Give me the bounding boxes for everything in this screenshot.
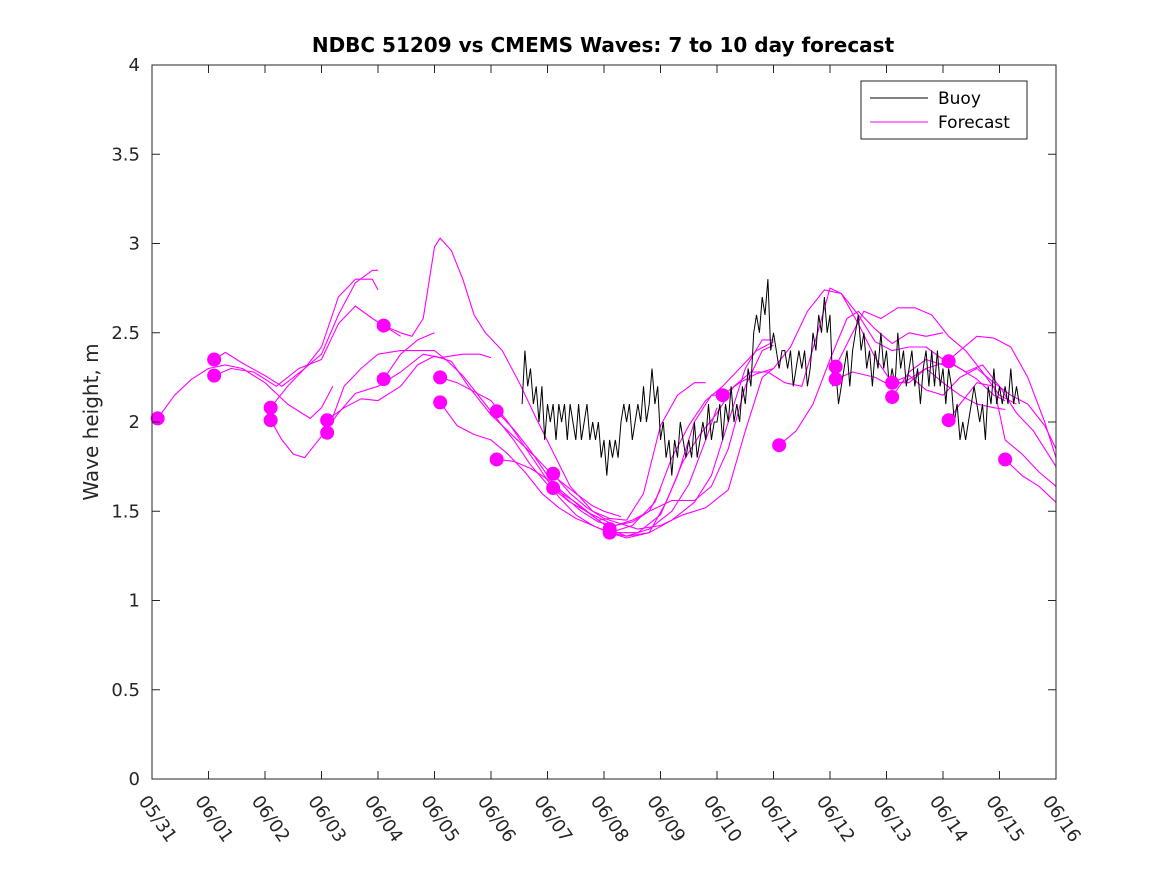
x-tick-label: 05/31 [134,792,181,847]
y-tick-label: 1.5 [111,501,140,522]
forecast-series-line [609,341,774,534]
x-tick-label: 06/13 [868,792,915,847]
forecast-start-marker [828,359,843,374]
legend-label-forecast: Forecast [938,113,1010,133]
forecast-series-line [891,335,1057,458]
x-tick-label: 06/07 [529,792,576,847]
plot-area [150,64,1057,780]
forecast-series-line [439,339,774,539]
y-tick-label: 3.5 [111,144,140,165]
forecast-series-line [1004,459,1057,503]
forecast-start-marker [433,395,448,410]
forecast-start-marker [320,425,335,440]
x-tick-label: 06/04 [360,792,407,847]
y-tick-label: 0 [129,769,140,790]
forecast-start-marker [376,318,391,333]
y-axis: 0 0.5 1 1.5 2 2.5 3 3.5 4 [111,55,1056,790]
chart-title: NDBC 51209 vs CMEMS Waves: 7 to 10 day f… [312,33,895,57]
x-tick-label: 06/05 [416,792,463,847]
forecast-start-marker [489,404,504,419]
x-tick-label: 06/08 [586,792,633,847]
x-tick-label: 06/14 [925,792,972,847]
x-tick-label: 06/15 [981,792,1028,847]
forecast-series-line [383,237,706,521]
forecast-series-line [157,364,334,419]
forecast-start-marker [885,390,900,405]
forecast-start-marker [207,368,222,383]
forecast-start-marker [150,411,165,426]
legend-box [860,80,1028,140]
y-tick-label: 2 [129,412,140,433]
forecast-series-line [326,355,622,518]
forecast-start-marker [715,388,730,403]
forecast-start-marker [602,525,617,540]
forecast-series-line [552,394,729,534]
legend: Buoy Forecast [860,80,1028,140]
forecast-start-marker [433,370,448,385]
forecast-series-line [891,367,1057,450]
forecast-start-marker [546,466,561,481]
y-tick-label: 2.5 [111,323,140,344]
buoy-series-line [521,279,1020,476]
x-tick-label: 06/02 [247,792,294,847]
forecast-start-marker [885,375,900,390]
x-tick-label: 06/12 [812,792,859,847]
forecast-series-line [948,382,1057,487]
forecast-start-marker [828,372,843,387]
forecast-series-line [609,287,944,537]
forecast-series-line [270,353,492,459]
forecast-start-marker [941,354,956,369]
forecast-series-line [496,344,774,527]
forecast-series-line [270,269,378,409]
forecast-start-marker [376,372,391,387]
forecast-markers [150,318,1013,540]
forecast-start-marker [489,452,504,467]
buoy-lines [521,279,1020,476]
forecast-start-marker [207,352,222,367]
x-tick-label: 06/09 [642,792,689,847]
y-tick-label: 4 [129,55,140,76]
plot-background [152,65,1056,779]
forecast-start-marker [320,413,335,428]
x-tick-label: 06/01 [190,792,237,847]
y-axis-label: Wave height, m [79,343,103,500]
y-tick-label: 3 [129,234,140,255]
forecast-start-marker [772,438,787,453]
forecast-start-marker [998,452,1013,467]
y-tick-label: 0.5 [111,680,140,701]
x-tick-label: 06/11 [755,792,802,847]
forecast-start-marker [941,413,956,428]
forecast-series-line [383,332,435,380]
forecast-start-marker [263,413,278,428]
forecast-start-marker [546,481,561,496]
legend-label-buoy: Buoy [938,89,981,109]
forecast-series-line [439,376,718,537]
forecast-start-marker [263,400,278,415]
x-tick-label: 06/16 [1038,792,1085,847]
x-tick-label: 06/06 [473,792,520,847]
y-tick-label: 1 [129,591,140,612]
x-tick-label: 06/03 [303,792,350,847]
x-tick-label: 06/10 [699,792,746,847]
forecast-series-line [778,310,944,446]
forecast-series-line [552,368,774,530]
